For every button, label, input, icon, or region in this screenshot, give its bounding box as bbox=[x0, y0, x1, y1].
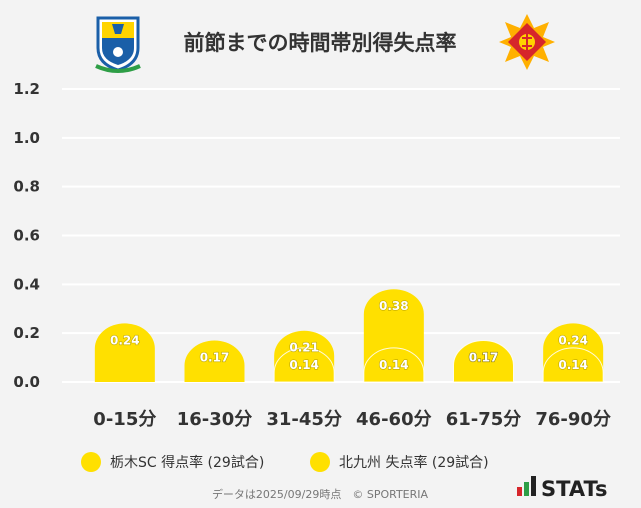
bar-tochigi bbox=[94, 323, 155, 382]
stats-bar-icon bbox=[517, 476, 536, 496]
tochigi-sc-emblem-icon bbox=[95, 16, 141, 73]
bar-value-label: 0.21 bbox=[289, 341, 319, 355]
bar-value-label: 0.38 bbox=[379, 299, 409, 313]
legend-label-tochigi: 栃木SC 得点率 (29試合) bbox=[110, 454, 264, 471]
bar-tochigi bbox=[363, 347, 425, 383]
chart-title: 前節までの時間帯別得失点率 bbox=[184, 31, 457, 55]
gridlines bbox=[62, 88, 620, 383]
bar-value-label: 0.17 bbox=[200, 350, 230, 364]
bar-value-label: 0.24 bbox=[110, 333, 140, 347]
bars: 0.240.170.210.140.380.140.170.170.240.14 bbox=[94, 289, 604, 383]
x-category-label: 46-60分 bbox=[356, 409, 432, 430]
y-tick-label: 0.2 bbox=[13, 324, 40, 342]
legend-label-kitakyushu: 北九州 失点率 (29試合) bbox=[339, 454, 489, 471]
legend-item-tochigi: 栃木SC 得点率 (29試合) bbox=[81, 452, 264, 472]
stats-logo: STATs bbox=[517, 476, 607, 501]
legend: 栃木SC 得点率 (29試合) 北九州 失点率 (29試合) bbox=[81, 452, 489, 472]
y-tick-label: 1.0 bbox=[13, 129, 40, 147]
bar-kitakyushu bbox=[453, 340, 514, 383]
y-tick-label: 0.0 bbox=[13, 373, 40, 391]
x-category-label: 31-45分 bbox=[266, 409, 342, 430]
y-tick-label: 0.6 bbox=[13, 227, 40, 245]
chart-header: 前節までの時間帯別得失点率 bbox=[95, 14, 555, 73]
x-category-label: 76-90分 bbox=[535, 409, 611, 430]
legend-swatch-tochigi bbox=[81, 452, 101, 472]
legend-item-kitakyushu: 北九州 失点率 (29試合) bbox=[310, 452, 489, 472]
x-category-label: 61-75分 bbox=[446, 409, 522, 430]
x-category-label: 16-30分 bbox=[177, 409, 253, 430]
bar-kitakyushu bbox=[273, 347, 335, 383]
giravanz-kitakyushu-emblem-icon bbox=[499, 14, 555, 70]
y-tick-label: 1.2 bbox=[13, 80, 40, 98]
y-axis: 0.0 0.2 0.4 0.6 0.8 1.0 1.2 bbox=[13, 80, 40, 391]
x-category-label: 0-15分 bbox=[93, 409, 156, 430]
data-source-note: データは2025/09/29時点 © SPORTERIA bbox=[212, 487, 429, 501]
bar-value-label: 0.14 bbox=[289, 358, 319, 372]
bar-value-label: 0.17 bbox=[469, 350, 499, 364]
stats-brand-text: STATs bbox=[541, 477, 607, 501]
bar-value-label: 0.24 bbox=[558, 333, 588, 347]
bar-value-label: 0.14 bbox=[379, 358, 409, 372]
bar-kitakyushu bbox=[184, 340, 245, 382]
legend-swatch-kitakyushu bbox=[310, 452, 330, 472]
bar-tochigi bbox=[542, 347, 604, 383]
x-axis: 0-15分 16-30分 31-45分 46-60分 61-75分 76-90分 bbox=[93, 409, 611, 430]
y-tick-label: 0.8 bbox=[13, 178, 40, 196]
bar-value-label: 0.17 bbox=[469, 350, 499, 364]
bar-value-label: 0.14 bbox=[558, 358, 588, 372]
y-tick-label: 0.4 bbox=[13, 275, 40, 293]
